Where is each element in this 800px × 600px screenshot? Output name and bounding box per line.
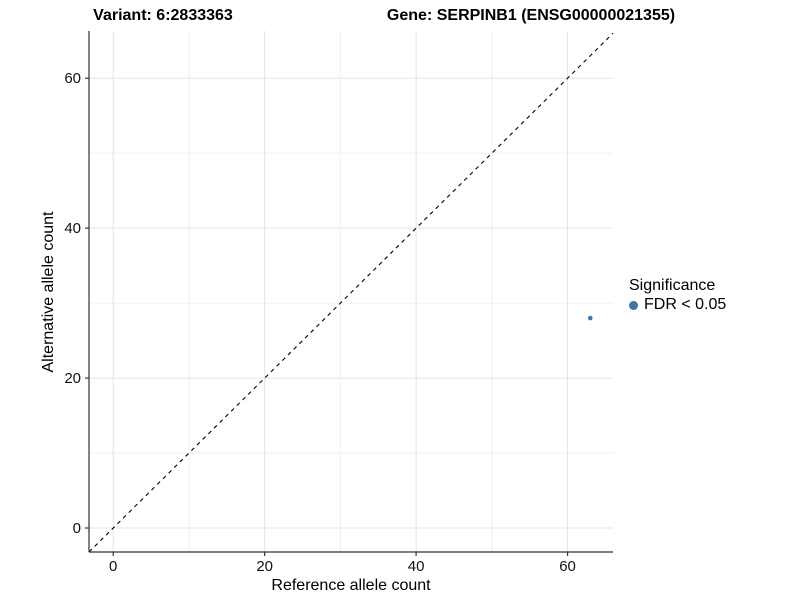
y-tick-label: 60 [64, 70, 81, 87]
x-tick-label: 0 [109, 558, 117, 575]
x-tick-label: 40 [408, 558, 425, 575]
x-tick-label: 20 [256, 558, 273, 575]
x-axis-title: Reference allele count [271, 577, 431, 594]
identity-line [88, 32, 614, 553]
y-tick-label: 20 [64, 370, 81, 387]
x-tick-label: 60 [559, 558, 576, 575]
legend-title: Significance [629, 277, 716, 294]
y-tick-label: 40 [64, 220, 81, 237]
legend: Significance FDR < 0.05 [629, 276, 726, 313]
variant-title: Variant: 6:2833363 [93, 7, 233, 24]
y-tick-label: 0 [73, 520, 81, 537]
data-point [587, 315, 593, 321]
gene-title: Gene: SERPINB1 (ENSG00000021355) [386, 7, 676, 24]
legend-entry-label: FDR < 0.05 [644, 296, 727, 313]
legend-point-icon [629, 300, 638, 310]
legend-entry: FDR < 0.05 [629, 297, 726, 313]
y-axis-title: Alternative allele count [40, 211, 58, 373]
